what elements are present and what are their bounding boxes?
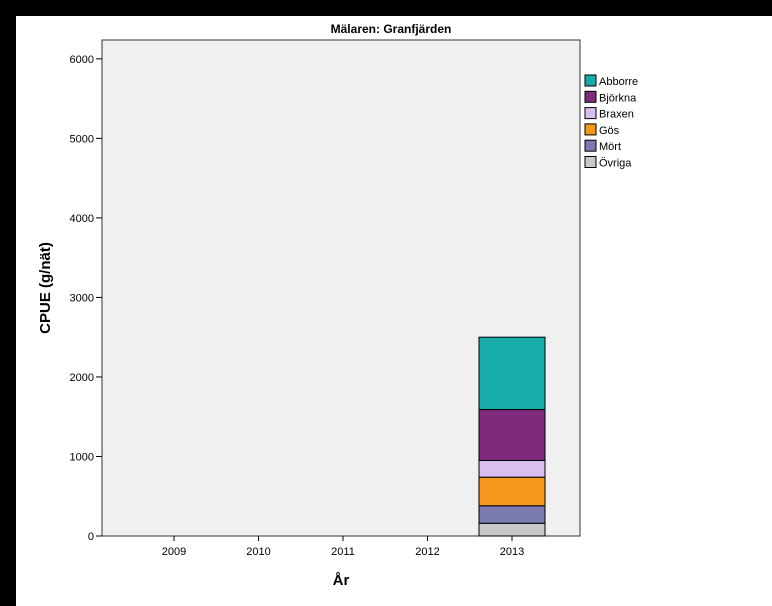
bar-series [478, 336, 546, 537]
legend-label: Björkna [599, 92, 637, 104]
x-tick-label: 2013 [500, 546, 524, 558]
legend-swatch [584, 107, 597, 120]
y-tick-label: 3000 [70, 292, 94, 304]
chart-title: Mälaren: Granfjärden [331, 22, 452, 36]
x-tick-label: 2011 [331, 546, 355, 558]
y-tick-label: 1000 [70, 451, 94, 463]
bar-segment-övriga [478, 522, 546, 537]
legend-label: Abborre [599, 76, 638, 88]
legend-label: Braxen [599, 109, 634, 121]
bar-segment-braxen [478, 459, 546, 478]
y-tick-label: 6000 [70, 54, 94, 66]
y-tick-label: 0 [88, 531, 94, 543]
legend-swatch [584, 74, 597, 87]
bar-segment-abborre [478, 336, 546, 411]
y-tick-label: 2000 [70, 372, 94, 384]
x-axis-label: År [333, 572, 350, 589]
y-axis: 0 1000 2000 3000 4000 5000 6000 [70, 54, 102, 543]
legend-label: Gös [599, 125, 620, 137]
legend-swatch [584, 139, 597, 152]
y-tick-label: 4000 [70, 213, 94, 225]
y-tick-label: 5000 [70, 133, 94, 145]
legend-label: Övriga [599, 158, 632, 170]
bar-segment-björkna [478, 409, 546, 461]
legend: Abborre Björkna Braxen Gös Mört Övriga [584, 74, 638, 170]
bar-segment-gös [478, 476, 546, 507]
x-tick-label: 2010 [246, 546, 270, 558]
legend-label: Mört [599, 141, 621, 153]
legend-swatch [584, 123, 597, 136]
legend-swatch [584, 156, 597, 168]
bar-segment-mört [478, 505, 546, 524]
legend-swatch [584, 90, 597, 103]
x-tick-label: 2009 [162, 546, 186, 558]
y-axis-label: CPUE (g/nät) [37, 242, 54, 334]
x-tick-label: 2012 [415, 546, 439, 558]
x-axis: 2009 2010 2011 2012 2013 [162, 536, 524, 558]
